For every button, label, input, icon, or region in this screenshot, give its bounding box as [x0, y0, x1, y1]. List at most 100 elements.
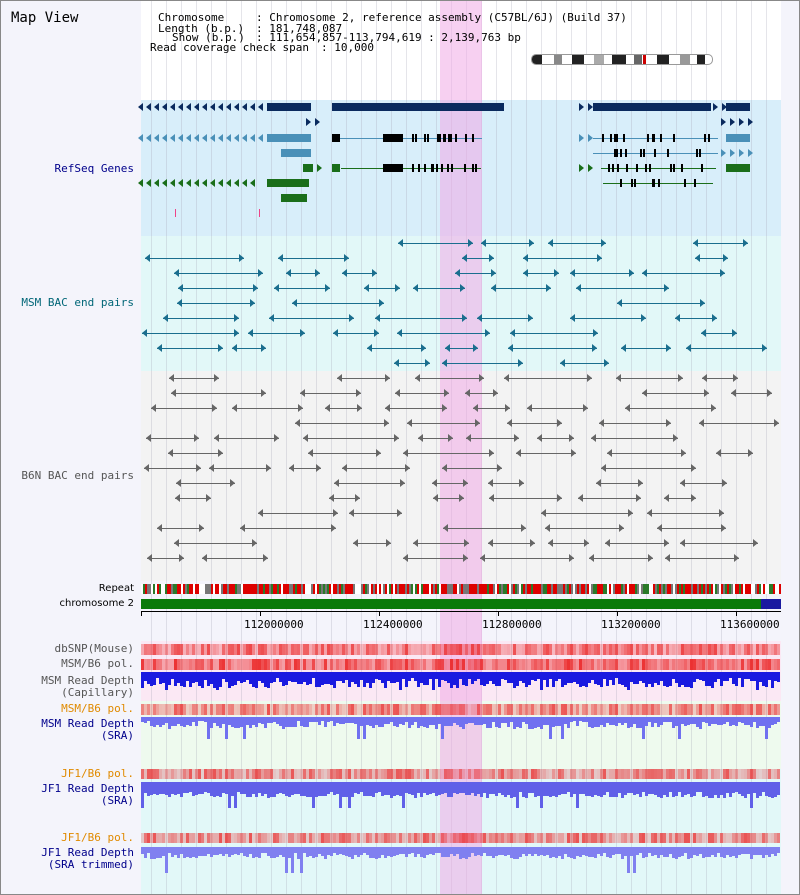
repeat-segment	[639, 584, 641, 594]
pol-cell	[540, 644, 543, 655]
read-depth-bar	[234, 672, 237, 685]
pol-cell	[423, 644, 426, 655]
read-depth-bar	[339, 672, 342, 681]
read-depth-bar	[606, 782, 609, 793]
pol-cell	[537, 659, 540, 670]
pol-cell	[384, 659, 387, 670]
read-depth-bar	[756, 717, 759, 729]
repeat-segment	[173, 584, 175, 594]
pol-cell	[519, 704, 522, 715]
read-depth-bar	[345, 717, 348, 723]
read-depth-bar	[711, 782, 714, 798]
pol-cell	[468, 644, 471, 655]
pol-cell	[156, 659, 159, 670]
pol-cell	[297, 704, 300, 715]
pol-cell	[495, 659, 498, 670]
msm-bac-pair-end	[527, 314, 533, 322]
pol-cell	[540, 833, 543, 843]
read-depth-bar	[360, 717, 363, 726]
read-depth-bar	[273, 847, 276, 859]
read-depth-bar	[384, 717, 387, 725]
read-depth-bar	[333, 717, 336, 727]
selected-region-highlight[interactable]	[440, 1, 482, 894]
read-depth-bar	[213, 782, 216, 797]
pol-cell	[372, 704, 375, 715]
b6n-bac-pair-end	[648, 554, 654, 562]
pol-cell	[690, 659, 693, 670]
read-depth-bar	[711, 847, 714, 855]
read-depth-bar	[366, 717, 369, 726]
b6n-bac-pair-end	[619, 524, 625, 532]
repeat-segment	[591, 584, 593, 594]
b6n-bac-pair-end	[384, 419, 390, 427]
pol-cell	[159, 833, 162, 843]
pol-cell	[768, 659, 771, 670]
repeat-segment	[239, 584, 241, 594]
pol-cell	[588, 769, 591, 779]
pol-cell	[216, 644, 219, 655]
b6n-bac-pair	[489, 498, 562, 499]
pol-cell	[510, 769, 513, 779]
read-depth-bar	[180, 847, 183, 854]
msm-bac-pair-end	[248, 329, 254, 337]
read-depth-bar	[300, 672, 303, 684]
pol-cell	[225, 659, 228, 670]
read-depth-bar	[240, 717, 243, 728]
pol-cell	[465, 704, 468, 715]
read-depth-bar	[702, 717, 705, 723]
read-depth-bar	[282, 847, 285, 857]
read-depth-bar	[324, 782, 327, 796]
pol-cell	[147, 833, 150, 843]
pol-cell	[414, 659, 417, 670]
gene-exon	[332, 134, 340, 142]
read-depth-bar	[174, 717, 177, 726]
pol-cell	[624, 833, 627, 843]
read-depth-bar	[384, 672, 387, 688]
pol-cell	[171, 833, 174, 843]
gene-exon	[669, 164, 672, 172]
pol-cell	[606, 833, 609, 843]
read-depth-bar	[231, 847, 234, 855]
read-depth-bar	[570, 717, 573, 723]
repeat-segment	[179, 584, 181, 594]
pol-cell	[417, 769, 420, 779]
repeat-segment	[207, 584, 209, 594]
read-depth-bar	[279, 717, 282, 727]
read-depth-bar	[420, 847, 423, 857]
jf1-read-depth-sra-sub: (SRA)	[100, 794, 134, 807]
pol-cell	[225, 769, 228, 779]
pol-cell	[351, 659, 354, 670]
pol-cell	[663, 659, 666, 670]
read-depth-bar	[285, 672, 288, 686]
repeat-segment	[219, 584, 221, 594]
read-depth-bar	[282, 782, 285, 795]
pol-cell	[732, 659, 735, 670]
pol-cell	[774, 644, 777, 655]
pol-cell	[303, 833, 306, 843]
read-depth-bar	[426, 672, 429, 686]
pol-cell	[228, 659, 231, 670]
axis-tick	[498, 611, 499, 616]
read-depth-bar	[585, 717, 588, 722]
msm-bac-pair-end	[141, 329, 147, 337]
read-depth-bar	[678, 672, 681, 688]
repeat-segment	[353, 584, 355, 594]
b6n-bac-pair-end	[635, 494, 641, 502]
read-depth-bar	[624, 672, 627, 687]
read-depth-bar	[291, 782, 294, 796]
pol-cell	[717, 644, 720, 655]
read-depth-bar	[180, 782, 183, 797]
pol-cell	[237, 644, 240, 655]
pol-cell	[693, 659, 696, 670]
chromosome-ideogram[interactable]	[531, 54, 713, 65]
gridline	[226, 1, 227, 894]
read-depth-bar	[147, 847, 150, 854]
read-depth-bar	[402, 672, 405, 680]
repeat-segment	[225, 584, 227, 594]
pol-cell	[393, 769, 396, 779]
read-depth-bar	[651, 717, 654, 727]
read-depth-bar	[396, 672, 399, 682]
read-depth-bar	[381, 717, 384, 727]
read-depth-bar	[339, 782, 342, 808]
pol-cell	[735, 704, 738, 715]
